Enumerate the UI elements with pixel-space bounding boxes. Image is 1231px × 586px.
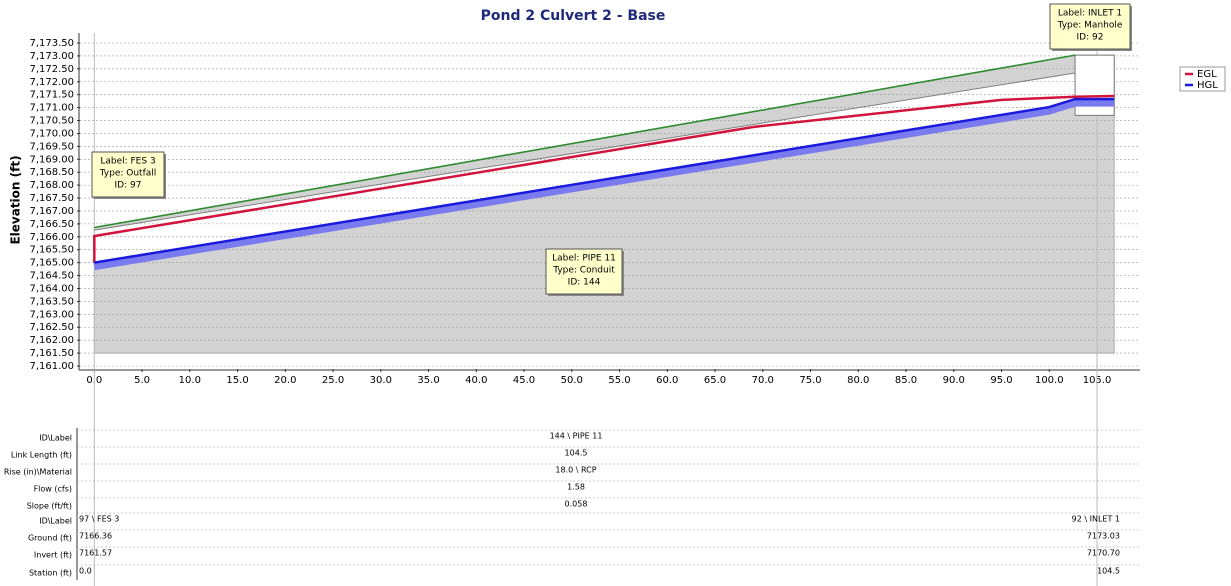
y-tick-label: 7,166.00 (29, 232, 74, 243)
y-tick-label: 7,171.00 (29, 103, 74, 114)
x-tick-label: 65.0 (704, 375, 726, 386)
y-tick-label: 7,161.50 (29, 348, 74, 359)
callout-text: ID: 92 (1077, 33, 1104, 43)
row-value: 7170.70 (1087, 549, 1120, 558)
y-tick-label: 7,167.50 (29, 193, 74, 204)
y-tick-label: 7,165.50 (29, 245, 74, 256)
x-tick-label: 80.0 (847, 375, 869, 386)
y-tick-label: 7,173.50 (29, 38, 74, 49)
callout-text: ID: 144 (568, 278, 601, 288)
row-label: ID\Label (39, 517, 72, 526)
row-value: 104.5 (1097, 567, 1120, 576)
y-tick-label: 7,169.00 (29, 154, 74, 165)
callout (545, 248, 623, 295)
x-tick-label: 55.0 (608, 375, 630, 386)
x-tick-label: 25.0 (322, 375, 344, 386)
x-tick-label: 5.0 (134, 375, 150, 386)
ground-line (94, 54, 1076, 229)
row-value: 18.0 \ RCP (555, 466, 596, 475)
y-tick-label: 7,170.00 (29, 128, 74, 139)
x-tick-label: 70.0 (752, 375, 774, 386)
x-tick-label: 40.0 (465, 375, 487, 386)
callout (1049, 3, 1131, 50)
y-tick-label: 7,168.00 (29, 180, 74, 191)
row-label: Rise (in)\Material (4, 468, 72, 477)
row-label: Invert (ft) (34, 551, 72, 560)
row-value: 7173.03 (1087, 532, 1120, 541)
crown-line (94, 72, 1076, 231)
series-line (93, 94, 1115, 263)
x-tick-label: 45.0 (513, 375, 535, 386)
callout-text: Label: FES 3 (100, 157, 155, 167)
x-tick-label: 15.0 (226, 375, 248, 386)
y-tick-label: 7,162.50 (29, 322, 74, 333)
row-value: 92 \ INLET 1 (1072, 515, 1120, 524)
callout-text: Type: Outfall (99, 169, 157, 179)
series-line (94, 97, 1115, 264)
y-tick-label: 7,167.00 (29, 206, 74, 217)
legend-label: HGL (1197, 80, 1218, 91)
row-label: Flow (cfs) (34, 485, 72, 494)
x-tick-label: 10.0 (179, 375, 201, 386)
x-tick-label: 60.0 (656, 375, 678, 386)
row-label: Station (ft) (29, 569, 72, 578)
y-tick-label: 7,163.50 (29, 296, 74, 307)
row-value: 1.58 (567, 483, 585, 492)
y-tick-label: 7,162.00 (29, 335, 74, 346)
x-tick-label: 100.0 (1035, 375, 1064, 386)
row-value: 104.5 (565, 449, 588, 458)
row-label: Slope (ft/ft) (27, 502, 72, 511)
y-tick-label: 7,168.50 (29, 167, 74, 178)
row-value: 7161.57 (79, 549, 112, 558)
x-tick-label: 30.0 (370, 375, 392, 386)
y-tick-label: 7,173.00 (29, 51, 74, 62)
x-tick-label: 20.0 (274, 375, 296, 386)
chart-title: Pond 2 Culvert 2 - Base (481, 8, 666, 24)
x-tick-label: 35.0 (417, 375, 439, 386)
y-tick-label: 7,166.50 (29, 219, 74, 230)
y-tick-label: 7,165.00 (29, 258, 74, 269)
callout-text: Type: Manhole (1057, 21, 1123, 31)
pipe-interior (94, 72, 1115, 263)
row-value: 0.058 (565, 500, 588, 509)
y-tick-label: 7,164.50 (29, 271, 74, 282)
y-tick-label: 7,164.00 (29, 283, 74, 294)
y-tick-label: 7,172.00 (29, 77, 74, 88)
callout-text: Label: PIPE 11 (552, 254, 616, 264)
row-value: 97 \ FES 3 (79, 515, 119, 524)
callout-text: Type: Conduit (552, 266, 615, 276)
legend-label: EGL (1197, 69, 1217, 80)
callout (91, 151, 165, 198)
row-value: 144 \ PIPE 11 (550, 432, 603, 441)
y-tick-label: 7,161.00 (29, 361, 74, 372)
callout-text: Label: INLET 1 (1058, 9, 1122, 19)
x-tick-label: 50.0 (561, 375, 583, 386)
y-tick-label: 7,172.50 (29, 64, 74, 75)
hgl-band (93, 99, 1115, 271)
y-tick-label: 7,171.50 (29, 90, 74, 101)
row-value: 0.0 (79, 567, 92, 576)
x-tick-label: 90.0 (943, 375, 965, 386)
y-tick-label: 7,170.50 (29, 116, 74, 127)
x-tick-label: 85.0 (895, 375, 917, 386)
y-tick-label: 7,163.00 (29, 309, 74, 320)
legend-box (1179, 66, 1226, 92)
x-tick-label: 95.0 (990, 375, 1012, 386)
y-tick-label: 7,169.50 (29, 141, 74, 152)
row-value: 7166.36 (79, 532, 112, 541)
y-axis-label: Elevation (ft) (9, 155, 23, 244)
x-tick-label: 75.0 (799, 375, 821, 386)
callout-text: ID: 97 (115, 181, 142, 191)
row-label: ID\Label (39, 434, 72, 443)
row-label: Link Length (ft) (11, 451, 72, 460)
row-label: Ground (ft) (28, 534, 72, 543)
